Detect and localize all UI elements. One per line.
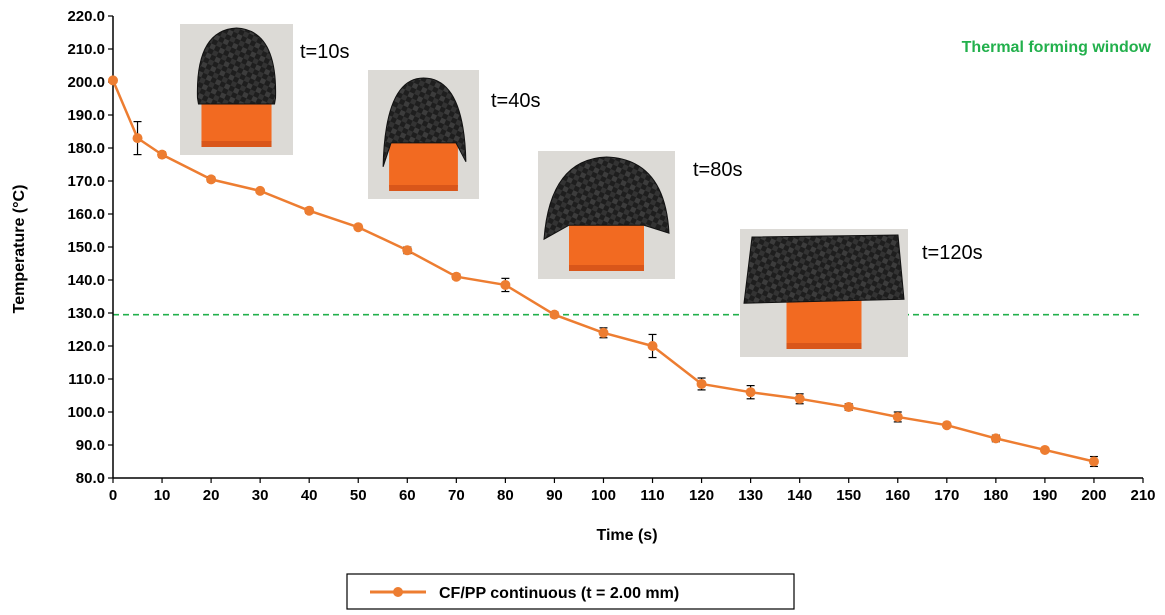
legend-series-marker [393,587,403,597]
fabric-cap [543,156,670,241]
y-tick-label: 140.0 [67,272,105,289]
data-point [647,341,658,351]
x-tick-label: 20 [203,487,220,504]
fabric-cap [382,77,467,167]
block-shadow [569,265,644,271]
x-tick-label: 120 [689,487,714,504]
sample-photo-t80 [538,151,675,279]
photo-label-t80: t=80s [693,159,742,181]
data-point [892,411,903,422]
series-layer [108,75,1099,468]
x-tick-label: 150 [836,487,861,504]
data-point [108,75,118,86]
data-point [696,378,707,389]
x-tick-label: 0 [109,487,117,504]
x-tick-label: 80 [497,487,514,504]
sample-photos [180,24,908,357]
x-tick-label: 130 [738,487,763,504]
data-point [549,309,560,320]
block-shadow [389,185,458,191]
data-point [255,185,266,196]
plot-area: 0 10 20 30 40 50 60 70 80 90 100 110 120 130 140 150 160… [67,8,1155,504]
data-point [206,174,217,185]
y-tick-label: 190.0 [67,107,105,124]
x-tick-label: 10 [154,487,171,504]
y-tick-label: 210.0 [67,41,105,58]
data-point [353,222,364,233]
data-point [451,271,462,282]
y-tick-label: 180.0 [67,140,105,157]
data-point [990,433,1001,444]
x-tick-label: 70 [448,487,465,504]
data-point [1088,456,1099,467]
x-tick-label: 170 [934,487,959,504]
y-tick-label: 170.0 [67,173,105,190]
block-shadow [201,141,272,147]
orange-block [569,217,644,271]
data-point [304,205,315,216]
x-axis-ticks: 0 10 20 30 40 50 60 70 80 90 100 110 120 130 140 150 160… [109,478,1156,504]
y-tick-label: 130.0 [67,305,105,322]
orange-block [786,295,862,349]
x-axis-title: Time (s) [596,527,657,544]
y-tick-label: 120.0 [67,338,105,355]
y-tick-label: 80.0 [76,470,105,487]
data-point [794,393,805,404]
x-tick-label: 110 [640,487,664,504]
legend: CF/PP continuous (t = 2.00 mm) [346,573,795,610]
data-point [402,245,413,256]
thermal-window-label: Thermal forming window [962,39,1152,56]
fabric-cap [743,234,905,304]
data-point [157,149,168,160]
data-point [745,387,756,398]
x-tick-label: 140 [787,487,812,504]
data-point [1039,444,1050,455]
fabric-cap [196,27,277,105]
x-tick-label: 90 [546,487,563,504]
legend-series-label: CF/PP continuous (t = 2.00 mm) [439,585,679,602]
y-tick-label: 150.0 [67,239,105,256]
x-tick-label: 50 [350,487,367,504]
photo-label-t10: t=10s [300,41,349,63]
x-tick-label: 200 [1081,487,1106,504]
x-tick-label: 60 [399,487,416,504]
x-tick-label: 160 [885,487,910,504]
data-point [941,420,952,431]
y-tick-label: 200.0 [67,74,105,91]
series-0 [108,75,1099,468]
sample-photo-t10 [180,24,293,155]
photo-label-t40: t=40s [491,90,540,112]
sample-photo-t120 [740,229,908,357]
y-tick-label: 110.0 [68,371,105,388]
data-point [843,402,854,413]
x-tick-label: 210 [1130,487,1155,504]
y-axis-title: Temperature (°C) [11,185,28,314]
x-tick-label: 190 [1032,487,1057,504]
series-line [111,79,1095,463]
y-tick-label: 100.0 [67,404,105,421]
x-tick-label: 40 [301,487,318,504]
block-shadow [786,343,862,349]
y-tick-label: 160.0 [67,206,105,223]
y-tick-label: 220.0 [67,8,105,25]
orange-block [201,91,272,147]
orange-block [389,136,458,191]
y-axis-ticks: 80.0 90.0 100.0 110.0 120.0 130.0 140.0 150.0 16… [67,8,113,487]
data-point [598,327,609,338]
x-tick-label: 100 [591,487,616,504]
photo-label-t120: t=120s [922,242,983,264]
x-tick-label: 180 [983,487,1008,504]
data-point [132,133,143,144]
sample-photo-t40 [368,70,479,199]
x-tick-label: 30 [252,487,269,504]
data-point [500,279,511,290]
y-tick-label: 90.0 [76,437,105,454]
